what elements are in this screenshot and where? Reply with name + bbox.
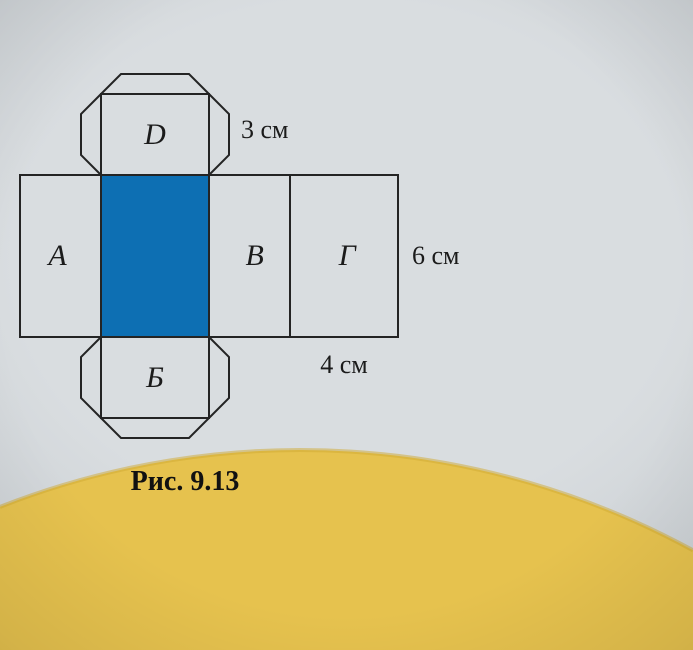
figure-caption: Рис. 9.13 xyxy=(131,466,240,498)
dim-label-6cm: 6 см xyxy=(412,243,460,269)
face-label-Bottom: Б xyxy=(146,363,164,393)
face-label-G: Г xyxy=(339,241,356,271)
dim-label-3cm: 3 см xyxy=(241,117,289,143)
face-label-B: B xyxy=(245,241,263,271)
face-label-A: A xyxy=(48,241,66,271)
box-net-diagram xyxy=(0,0,693,650)
face-base-rect xyxy=(101,175,209,337)
face-label-D: D xyxy=(144,120,166,150)
page-root: A B Г D Б 3 см 4 см 6 см Рис. 9.13 xyxy=(0,0,693,650)
dim-label-4cm: 4 см xyxy=(320,352,368,378)
